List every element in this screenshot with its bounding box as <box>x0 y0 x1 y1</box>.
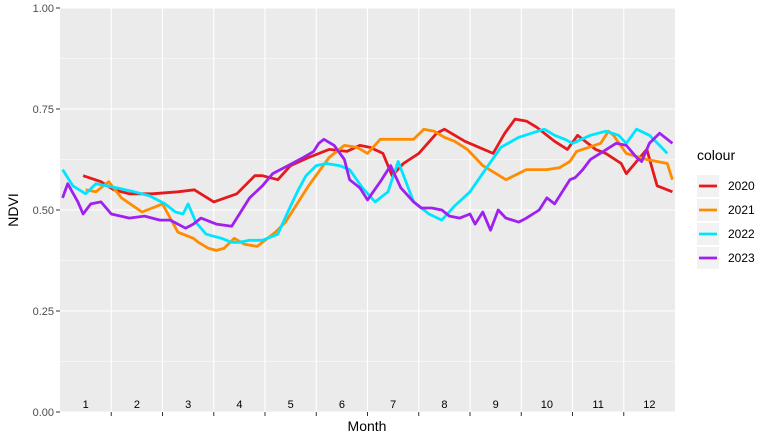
y-axis: 0.00 0.25 0.50 0.75 1.00 <box>33 3 60 419</box>
y-tick-label: 0.50 <box>33 205 54 217</box>
x-tick-label: 11 <box>592 399 603 411</box>
legend-label-2020: 2020 <box>728 179 755 193</box>
series-line-2023 <box>61 131 674 232</box>
legend-label-2023: 2023 <box>728 251 755 265</box>
y-tick-label: 1.00 <box>33 3 54 15</box>
y-tick-label: 0.75 <box>33 104 54 116</box>
x-tick-label: 7 <box>390 399 396 411</box>
legend-title: colour <box>697 147 735 163</box>
x-tick-label: 9 <box>493 399 499 411</box>
y-tick-label: 0.00 <box>33 407 54 419</box>
x-tick-label: 5 <box>288 399 294 411</box>
legend: colour 2020 2021 2022 2023 <box>697 147 755 269</box>
legend-label-2022: 2022 <box>728 227 755 241</box>
x-tick-label: 6 <box>339 399 345 411</box>
series-layer <box>61 117 674 252</box>
x-tick-label: 10 <box>541 399 553 411</box>
x-tick-label: 8 <box>441 399 447 411</box>
x-tick-label: 12 <box>643 399 655 411</box>
y-tick-label: 0.25 <box>33 306 54 318</box>
legend-label-2021: 2021 <box>728 203 755 217</box>
series-line-2022 <box>61 127 669 244</box>
x-tick-label: 3 <box>185 399 191 411</box>
x-axis: 1 2 3 4 5 6 7 8 9 10 11 12 <box>83 399 656 416</box>
x-tick-label: 2 <box>134 399 140 411</box>
series-line-2021 <box>85 127 674 252</box>
x-axis-title: Month <box>348 418 387 434</box>
series-line-2020 <box>82 117 673 204</box>
grid-lines <box>60 7 675 413</box>
x-tick-label: 1 <box>83 399 89 411</box>
y-axis-title: NDVI <box>5 193 21 226</box>
x-tick-label: 4 <box>236 399 242 411</box>
